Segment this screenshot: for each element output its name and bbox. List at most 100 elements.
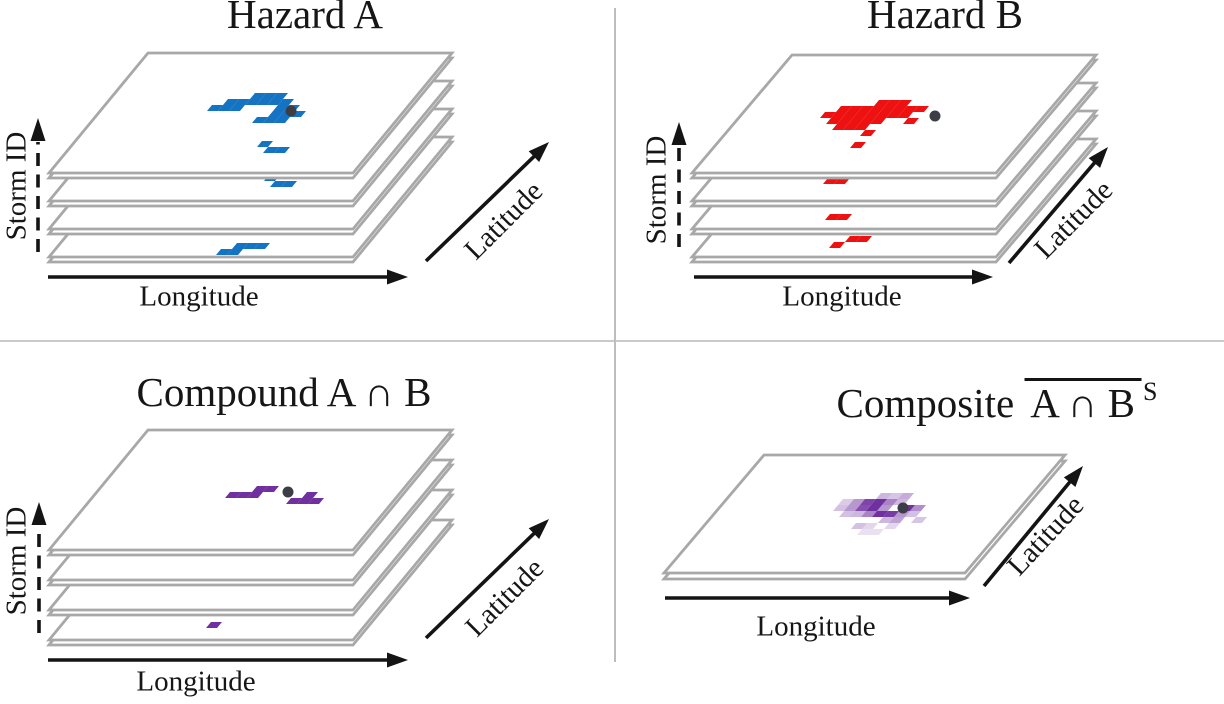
hazard-cluster [823, 178, 850, 184]
hazard-cell [859, 118, 875, 124]
latitude-axis-arrow [982, 466, 1083, 588]
hazard-cell [864, 112, 880, 118]
storm-center-dot [282, 486, 294, 498]
hazard-cell [236, 492, 252, 498]
hazard-cluster [820, 100, 929, 148]
hazard-cell [278, 99, 294, 105]
hazard-cell [207, 105, 223, 111]
hazard-cell [880, 106, 896, 112]
panel-hazard-b: Hazard B Storm ID Longitude Latitude [616, 0, 1224, 342]
hazard-cell [857, 529, 873, 535]
storm-id-axis-label: Storm ID [0, 506, 33, 616]
title-overline-expression: A ∩ B [1024, 378, 1142, 424]
longitude-axis-arrow [665, 590, 970, 606]
storm-layer [46, 51, 455, 180]
hazard-cell [232, 243, 248, 249]
hazard-cell [252, 486, 268, 492]
hazard-cell [860, 499, 876, 505]
hazard-cluster [825, 214, 852, 220]
hazard-cell [844, 505, 860, 511]
hazard-cell [851, 523, 867, 529]
hazard-cell [860, 130, 876, 136]
hazard-cell [853, 112, 869, 118]
hazard-cell [839, 511, 855, 517]
hazard-cell [885, 100, 901, 106]
hazard-cell [281, 181, 297, 187]
hazard-cluster [829, 236, 872, 248]
hazard-cell [834, 178, 850, 184]
longitude-axis-arrow [48, 652, 408, 668]
hazard-cell [225, 492, 241, 498]
hazard-cell [832, 124, 848, 130]
hazard-cluster [206, 622, 222, 628]
quadrant-divider-vertical [614, 8, 616, 662]
hazard-cell [206, 622, 222, 628]
hazard-cell [274, 117, 290, 123]
panel-title-compound: Compound A ∩ B [136, 369, 432, 416]
hazard-cell [825, 214, 841, 220]
hazard-cell [270, 181, 286, 187]
hazard-cell [263, 117, 279, 123]
panel-title-hazard-b: Hazard B [867, 0, 1023, 38]
hazard-cell [842, 112, 858, 118]
latitude-axis-arrow [424, 142, 549, 263]
hazard-cell [854, 124, 870, 130]
hazard-cell [850, 511, 866, 517]
hazard-cell [829, 242, 845, 248]
hazard-cell [252, 117, 268, 123]
hazard-cell [826, 118, 842, 124]
storm-id-axis-label: Storm ID [0, 131, 33, 241]
storm-id-axis-arrow [30, 118, 46, 252]
hazard-cell [245, 99, 261, 105]
hazard-cell [254, 243, 270, 249]
hazard-cell [887, 493, 903, 499]
hazard-cell [257, 141, 273, 147]
hazard-cell [913, 106, 929, 112]
quadrant-divider-horizontal [0, 340, 1224, 342]
hazard-cell [218, 105, 234, 111]
hazard-cluster [225, 486, 324, 504]
hazard-cell [263, 147, 279, 153]
hazard-cell [896, 100, 912, 106]
hazard-cluster [257, 141, 290, 153]
hazard-cell [902, 106, 918, 112]
longitude-axis-label: Longitude [756, 610, 876, 643]
hazard-cell [905, 511, 921, 517]
storm-id-axis-label: Storm ID [640, 135, 673, 245]
hazard-cluster [216, 243, 270, 255]
hazard-cell [856, 236, 872, 242]
hazard-cell [229, 105, 245, 111]
hazard-cell [870, 118, 886, 124]
panel-scene-composite [660, 453, 1083, 606]
latitude-axis-arrow [1007, 147, 1108, 265]
hazard-cell [882, 499, 898, 505]
hazard-cell [845, 236, 861, 242]
hazard-cell [889, 517, 905, 523]
hazard-cell [836, 106, 852, 112]
hazard-cell [876, 493, 892, 499]
hazard-cell [911, 517, 927, 523]
hazard-cell [883, 511, 899, 517]
hazard-cell [216, 249, 232, 255]
hazard-cell [250, 93, 266, 99]
hazard-cluster [207, 93, 306, 123]
hazard-cell [877, 505, 893, 511]
hazard-cell [308, 498, 324, 504]
panel-title-text: Compound A ∩ B [136, 369, 432, 415]
longitude-axis-arrow [694, 269, 993, 285]
longitude-axis-arrow [48, 269, 408, 285]
hazard-cell [866, 505, 882, 511]
hazard-cell [872, 511, 888, 517]
hazard-cell [268, 111, 284, 117]
hazard-cell [831, 112, 847, 118]
hazard-cell [227, 249, 243, 255]
hazard-cell [878, 517, 894, 523]
hazard-cell [884, 523, 900, 529]
hazard-cell [855, 505, 871, 511]
hazard-cell [837, 118, 853, 124]
storm-id-axis-arrow [31, 502, 47, 633]
hazard-cell [820, 112, 836, 118]
title-superscript: S [1143, 377, 1158, 406]
